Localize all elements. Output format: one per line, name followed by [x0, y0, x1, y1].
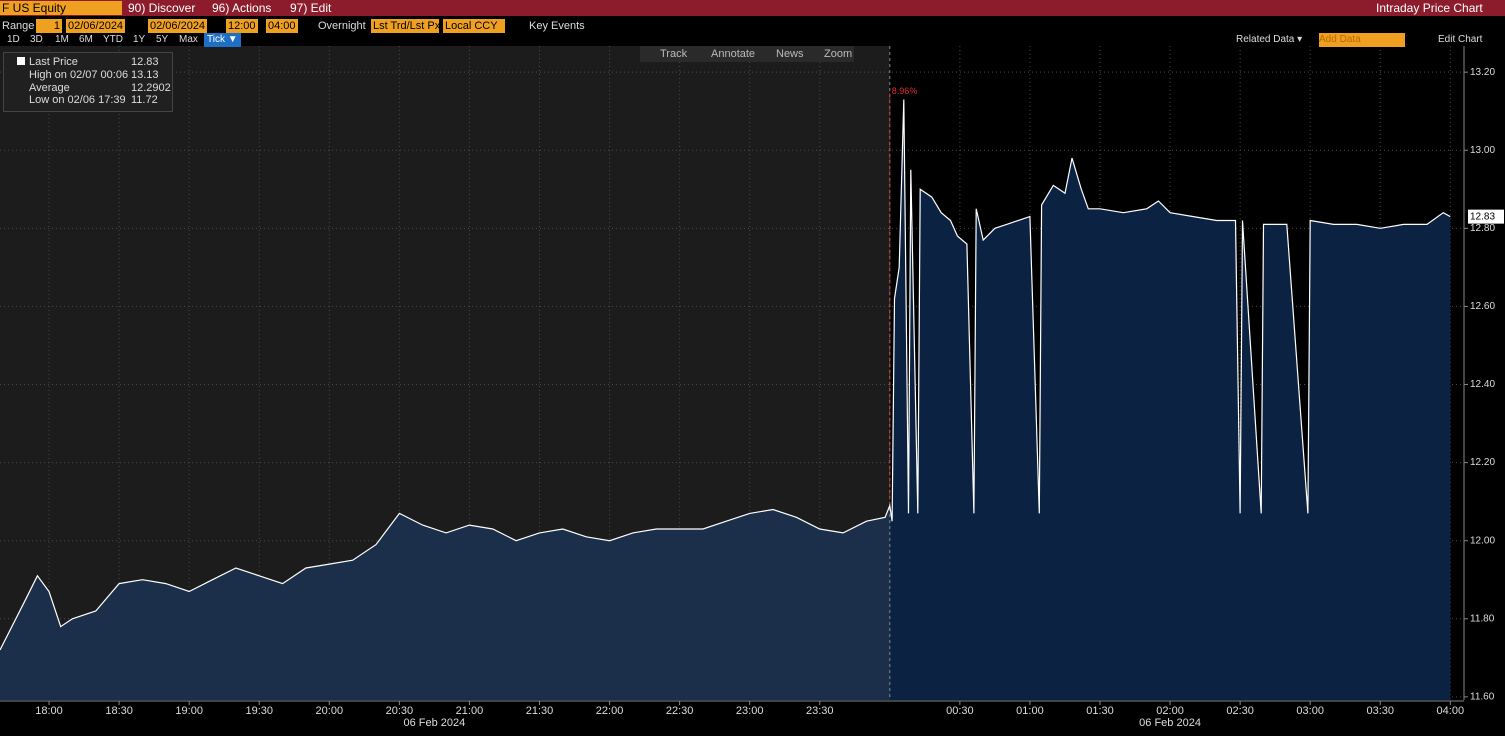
chart-toolbar: [640, 46, 854, 62]
x-sublabel: 06 Feb 2024: [404, 717, 466, 729]
x-tick-label: 23:00: [736, 705, 764, 717]
x-tick-label: 02:30: [1226, 705, 1254, 717]
y-tick-label: 12.20: [1470, 457, 1495, 468]
key-events[interactable]: Key Events: [529, 20, 585, 32]
x-axis-bg: [0, 700, 1505, 736]
period[interactable]: 6M: [79, 34, 93, 45]
x-tick-label: 21:00: [456, 705, 484, 717]
last-price-label: 12.83: [1470, 211, 1495, 222]
legend-label: Last Price: [29, 56, 78, 68]
range-label: Range: [2, 20, 35, 32]
x-tick-label: 03:00: [1296, 705, 1324, 717]
time-input[interactable]: 04:00: [266, 19, 298, 33]
x-tick-label: 01:30: [1086, 705, 1114, 717]
tool[interactable]: Track: [660, 48, 688, 60]
period[interactable]: YTD: [103, 34, 123, 45]
legend-swatch: [17, 57, 25, 65]
y-axis-bg: [1462, 46, 1505, 736]
date-input[interactable]: 02/06/2024: [66, 19, 126, 33]
x-tick-label: 23:30: [806, 705, 834, 717]
legend-value: 11.72: [131, 94, 158, 106]
period[interactable]: Max: [179, 34, 198, 45]
date-input[interactable]: 02/06/2024: [148, 19, 208, 33]
ticker[interactable]: F US Equity: [0, 1, 122, 15]
price-area: [0, 99, 1451, 700]
x-sublabel: 06 Feb 2024: [1139, 717, 1201, 729]
x-tick-label: 21:30: [526, 705, 554, 717]
currency-select[interactable]: Local CCY: [443, 19, 505, 33]
x-tick-label: 20:30: [386, 705, 414, 717]
legend: [3, 52, 173, 112]
x-tick-label: 19:30: [245, 705, 273, 717]
legend-value: 12.2902: [131, 82, 171, 94]
menu[interactable]: 97) Edit: [290, 1, 332, 15]
x-tick-label: 18:30: [105, 705, 133, 717]
legend-label: High on 02/07 00:06: [29, 69, 129, 81]
y-tick-label: 13.00: [1470, 145, 1495, 156]
x-tick-label: 00:30: [946, 705, 974, 717]
period[interactable]: 1M: [55, 34, 69, 45]
legend-label: Low on 02/06 17:39: [29, 94, 126, 106]
y-tick-label: 11.60: [1470, 692, 1495, 703]
y-tick-label: 12.80: [1470, 223, 1495, 234]
range-input[interactable]: 1: [36, 19, 62, 33]
edit-chart[interactable]: Edit Chart: [1438, 34, 1483, 45]
y-tick-label: 11.80: [1470, 613, 1495, 624]
legend-label: Average: [29, 82, 70, 94]
legend-value: 12.83: [131, 56, 159, 68]
x-tick-label: 20:00: [316, 705, 344, 717]
menu[interactable]: 90) Discover: [128, 1, 196, 15]
period[interactable]: 5Y: [156, 34, 169, 45]
last-price-tag: [1468, 209, 1504, 224]
y-tick-label: 12.00: [1470, 535, 1495, 546]
tool[interactable]: Zoom: [824, 48, 853, 60]
change-label: 8.96%: [892, 86, 918, 96]
overnight-checkbox[interactable]: Overnight: [318, 20, 366, 32]
top-bar: [0, 0, 1505, 16]
tool[interactable]: News: [776, 48, 804, 60]
x-tick-label: 22:30: [666, 705, 694, 717]
x-tick-label: 04:00: [1437, 705, 1465, 717]
legend-value: 13.13: [131, 69, 159, 81]
x-tick-label: 18:00: [35, 705, 63, 717]
x-tick-label: 03:30: [1366, 705, 1394, 717]
period[interactable]: 1D: [7, 34, 20, 45]
related-data[interactable]: Related Data ▾: [1236, 34, 1303, 45]
field-select[interactable]: Lst Trd/Lst Px: [371, 19, 439, 33]
period[interactable]: 3D: [30, 34, 43, 45]
x-tick-label: 22:00: [596, 705, 624, 717]
price-line: [0, 99, 1451, 651]
time-input[interactable]: 12:00: [226, 19, 258, 33]
y-tick-label: 12.60: [1470, 301, 1495, 312]
menu[interactable]: 96) Actions: [212, 1, 272, 15]
period[interactable]: Tick ▼: [204, 33, 241, 47]
add-data[interactable]: Add Data: [1319, 33, 1405, 47]
x-tick-label: 19:00: [175, 705, 203, 717]
tool[interactable]: Annotate: [711, 48, 756, 60]
period[interactable]: 1Y: [133, 34, 146, 45]
y-tick-label: 13.20: [1470, 67, 1495, 78]
window-title: Intraday Price Chart: [1376, 1, 1483, 15]
x-tick-label: 01:00: [1016, 705, 1044, 717]
y-tick-label: 12.40: [1470, 379, 1495, 390]
x-tick-label: 02:00: [1156, 705, 1184, 717]
